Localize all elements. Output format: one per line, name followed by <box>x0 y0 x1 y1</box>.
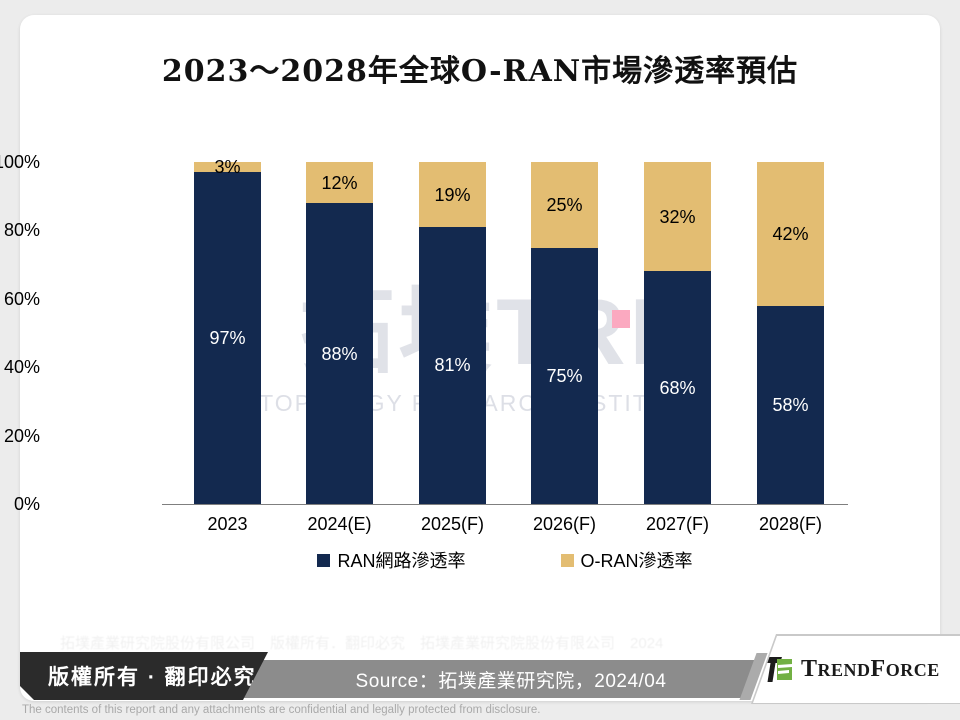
y-axis-tick-label: 0% <box>13 494 40 514</box>
chart-title: 2023～2028年全球O-RAN市場滲透率預估 <box>161 54 799 89</box>
x-axis-category-label: 2024(E) <box>307 514 372 534</box>
bar-value-label: 58% <box>772 394 809 415</box>
bar-group-2027(F): 68% 32% 2027(F) <box>644 162 711 534</box>
bar-value-label: 42% <box>772 223 809 244</box>
y-axis-tick-label: 100% <box>0 152 40 172</box>
bar-segment-oran: 3% <box>194 157 261 177</box>
bar-value-label: 97% <box>209 328 246 349</box>
bar-value-label: 3% <box>214 157 241 178</box>
x-axis-category-label: 2023 <box>207 514 248 534</box>
trendforce-logo-icon <box>765 657 792 682</box>
bar-value-label: 12% <box>321 172 358 193</box>
bar-segment-ran: 88% <box>306 203 373 504</box>
bar-segment-ran: 58% <box>757 305 824 504</box>
bar-value-label: 88% <box>321 343 358 364</box>
chart-legend: RAN網路滲透率 O-RAN滲透率 <box>162 547 848 573</box>
legend-label-ran: RAN網路滲透率 <box>337 551 466 571</box>
bar-value-label: 68% <box>659 377 696 398</box>
copyright-text: 版權所有 · 翻印必究 <box>48 666 257 689</box>
watermark-pink-square <box>612 310 630 328</box>
legend-swatch-oran-icon <box>560 553 574 567</box>
confidential-notice: The contents of this report and any atta… <box>22 704 541 716</box>
plot-area: 0% 20% 40% 60% 80% 100% 97% 3% 2023 88% 12% 2024(E)… <box>0 152 848 534</box>
bar-segment-ran: 97% <box>194 172 261 504</box>
legend-swatch-ran-icon <box>317 553 331 567</box>
trendforce-logo-text: TRENDFORCE <box>801 656 940 682</box>
bar-value-label: 19% <box>434 184 471 205</box>
bar-segment-oran: 19% <box>419 162 486 227</box>
bar-segment-ran: 75% <box>531 247 598 504</box>
bar-segment-oran: 25% <box>531 162 598 248</box>
x-axis-category-label: 2026(F) <box>532 514 597 534</box>
trendforce-logo: TRENDFORCE <box>765 654 940 685</box>
bar-value-label: 32% <box>659 206 696 227</box>
legend-label-oran: O-RAN滲透率 <box>580 551 693 571</box>
bar-group-2024(E): 88% 12% 2024(E) <box>306 162 373 534</box>
copyright-tag: 版權所有 · 翻印必究 <box>20 652 268 700</box>
x-axis-category-label: 2027(F) <box>645 514 710 534</box>
legend-item-ran: RAN網路滲透率 <box>317 547 466 573</box>
y-axis-tick-label: 20% <box>3 425 40 446</box>
bar-segment-oran: 42% <box>757 162 824 306</box>
bar-group-2023: 97% 3% 2023 <box>194 157 261 534</box>
bar-group-2028(F): 58% 42% 2028(F) <box>757 162 824 534</box>
bar-value-label: 75% <box>546 365 583 386</box>
bar-value-label: 25% <box>546 194 583 215</box>
x-axis-category-label: 2025(F) <box>420 514 485 534</box>
source-text: Source：拓墣產業研究院，2024/04 <box>355 670 667 692</box>
y-axis-tick-label: 40% <box>3 357 40 378</box>
bar-segment-oran: 32% <box>644 162 711 272</box>
x-axis-category-label: 2028(F) <box>758 514 823 534</box>
bar-value-label: 81% <box>434 355 471 376</box>
y-axis-tick-label: 80% <box>3 220 40 241</box>
legend-item-oran: O-RAN滲透率 <box>560 547 693 573</box>
bar-segment-ran: 68% <box>644 271 711 504</box>
bar-segment-oran: 12% <box>306 162 373 204</box>
y-axis-tick-label: 60% <box>3 288 40 309</box>
bar-group-2025(F): 81% 19% 2025(F) <box>419 162 486 534</box>
bar-group-2026(F): 75% 25% 2026(F) <box>531 162 598 534</box>
bar-segment-ran: 81% <box>419 226 486 504</box>
logo-plate: TRENDFORCE <box>753 636 960 703</box>
